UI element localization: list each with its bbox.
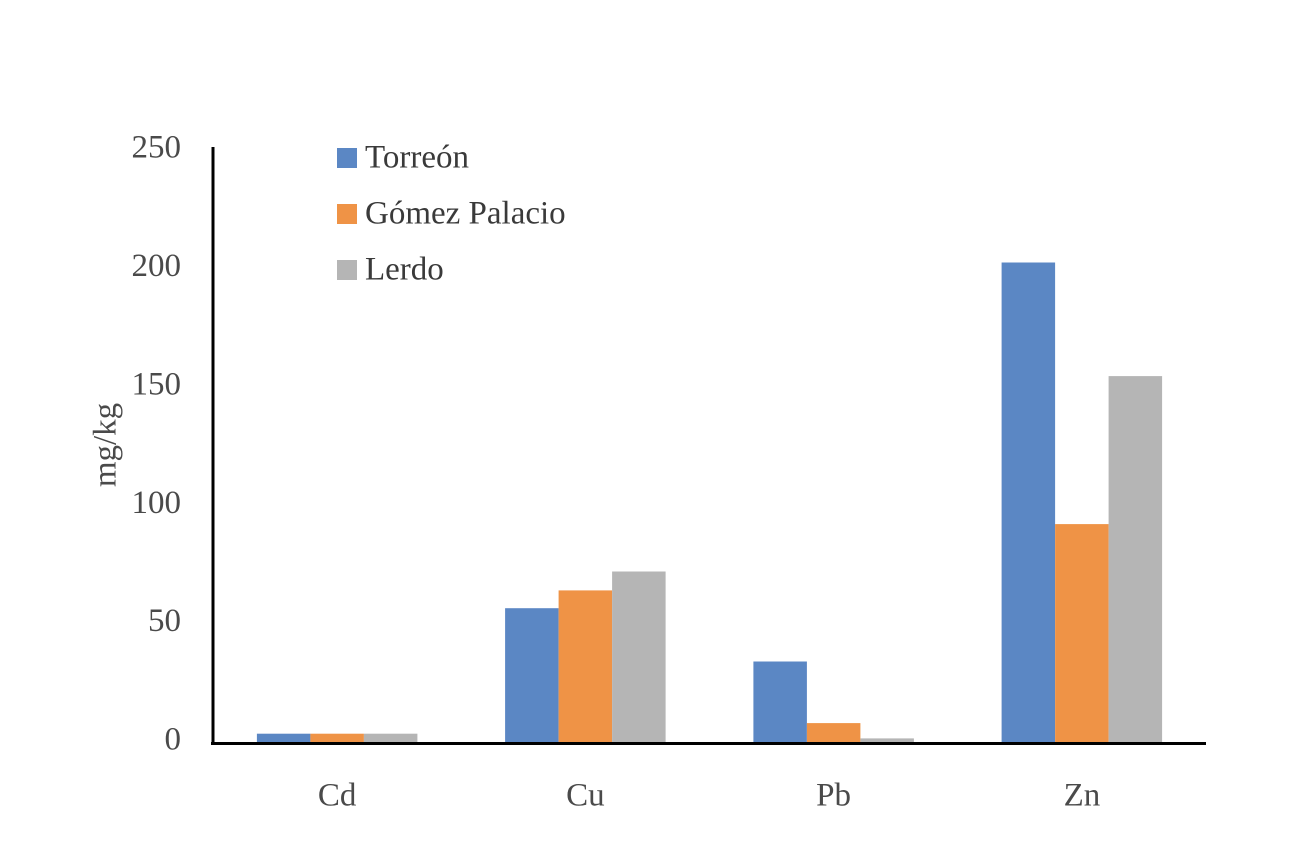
y-axis-title: mg/kg <box>88 403 124 487</box>
bars-group <box>256 262 1163 742</box>
y-tick-labels: 0 50 100 150 200 250 <box>132 130 182 758</box>
bar-zn-2 <box>1055 524 1109 742</box>
bar-cu-3 <box>612 571 666 742</box>
legend-swatch <box>337 260 357 280</box>
bar-cd-3 <box>363 733 418 742</box>
x-category-labels: Cd Cu Pb Zn <box>318 778 1100 814</box>
legend-label: Torreón <box>365 140 469 176</box>
bar-cu-2 <box>558 590 613 742</box>
x-category-label: Zn <box>1064 778 1101 814</box>
legend: Torreón Gómez Palacio Lerdo <box>337 140 566 288</box>
bar-pb-1 <box>753 661 807 742</box>
bar-pb-2 <box>806 723 861 742</box>
legend-swatch <box>337 204 357 224</box>
bar-cu-1 <box>505 608 559 742</box>
x-category-label: Cu <box>566 778 605 814</box>
bar-pb-3 <box>860 738 914 742</box>
legend-label: Gómez Palacio <box>365 196 566 232</box>
legend-label: Lerdo <box>365 252 444 288</box>
bar-cd-1 <box>256 733 311 742</box>
y-tick-label: 200 <box>132 248 182 284</box>
bar-zn-3 <box>1108 376 1163 742</box>
y-tick-label: 100 <box>132 485 182 521</box>
y-tick-label: 150 <box>132 366 182 402</box>
bar-zn-1 <box>1001 262 1056 742</box>
x-category-label: Cd <box>318 778 357 814</box>
y-tick-label: 250 <box>132 130 182 166</box>
y-tick-label: 50 <box>148 603 181 639</box>
bar-cd-2 <box>310 733 364 742</box>
x-category-label: Pb <box>816 778 851 814</box>
y-tick-label: 0 <box>165 722 182 758</box>
legend-swatch <box>337 148 357 168</box>
